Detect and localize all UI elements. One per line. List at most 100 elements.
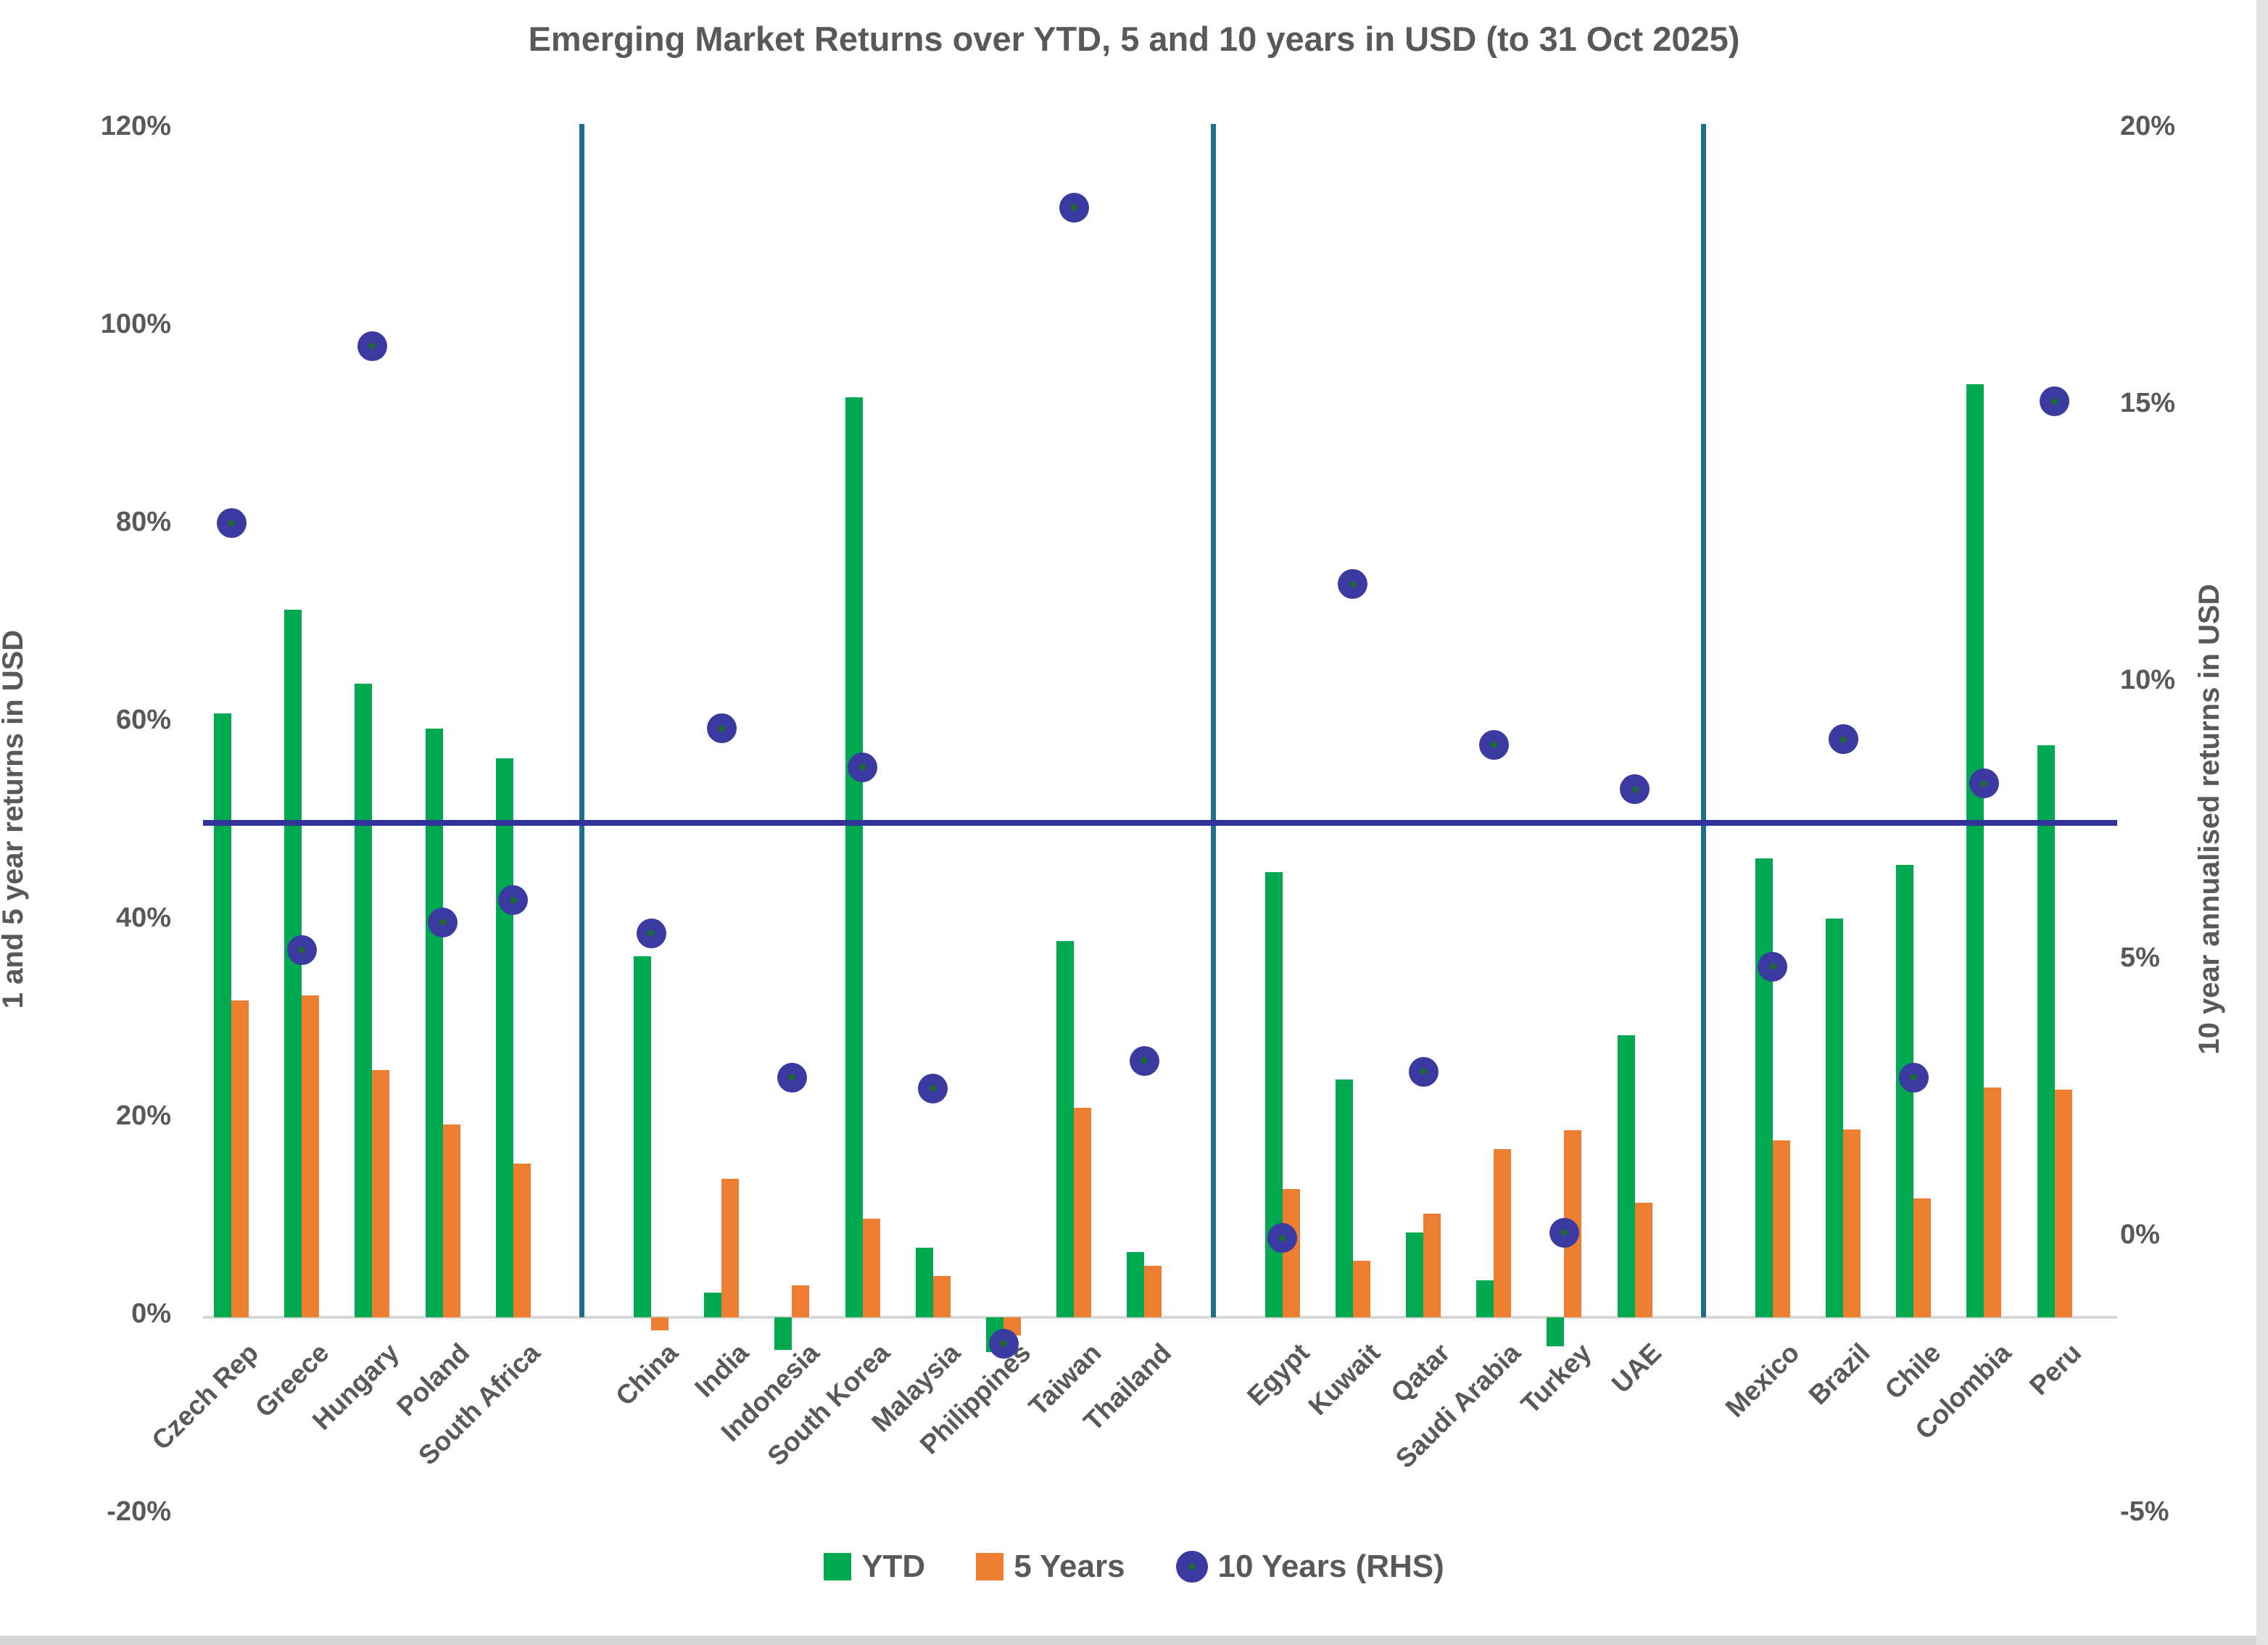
- bar-5-years-uae: [1634, 1202, 1652, 1317]
- bar-ytd-uae: [1617, 1035, 1635, 1317]
- dot-center-pip: [1769, 963, 1776, 970]
- bar-5-years-south-africa: [513, 1164, 531, 1317]
- dot-10-years-thailand: [1129, 1045, 1159, 1076]
- bar-ytd-qatar: [1406, 1232, 1423, 1317]
- dot-10-years-colombia: [1969, 768, 1999, 799]
- dot-10-years-turkey: [1549, 1217, 1579, 1248]
- x-axis-label-china: China: [610, 1338, 684, 1412]
- dot-center-pip: [859, 763, 866, 771]
- bar-5-years-mexico: [1772, 1140, 1790, 1317]
- dot-10-years-czech-rep: [216, 508, 247, 539]
- x-axis-label-czech-rep: Czech Rep: [146, 1338, 264, 1456]
- dot-center-pip: [298, 946, 305, 953]
- left-axis-tick-label: -20%: [107, 1496, 171, 1527]
- reference-line: [203, 819, 2117, 826]
- bar-ytd-colombia: [1966, 384, 1984, 1317]
- region-divider-line: [579, 124, 585, 1317]
- dot-10-years-brazil: [1828, 724, 1858, 755]
- bar-5-years-china: [651, 1317, 669, 1330]
- x-axis-label-saudi-arabia: Saudi Arabia: [1390, 1338, 1527, 1474]
- dot-center-pip: [1560, 1229, 1568, 1236]
- dot-center-pip: [1349, 581, 1357, 588]
- right-axis-title-text: 10 year annualised returns in USD: [2193, 584, 2225, 1055]
- bar-ytd-india: [704, 1292, 722, 1317]
- bar-ytd-peru: [2037, 745, 2055, 1317]
- legend-label-5-years: 5 Years: [1014, 1549, 1125, 1584]
- bar-5-years-indonesia: [792, 1285, 810, 1317]
- left-axis-tick-label: 120%: [100, 111, 171, 141]
- x-axis-label-chile: Chile: [1879, 1338, 1947, 1405]
- dot-center-pip: [718, 725, 725, 732]
- ytd-swatch-icon: [824, 1553, 852, 1580]
- x-axis-label-turkey: Turkey: [1515, 1338, 1597, 1420]
- ten-years-dot-icon: [1175, 1551, 1208, 1583]
- dot-center-pip: [368, 342, 376, 349]
- x-axis-label-kuwait: Kuwait: [1302, 1338, 1386, 1421]
- dot-center-pip: [510, 897, 517, 904]
- left-axis-tick-label: 80%: [115, 507, 171, 537]
- chart-title: Emerging Market Returns over YTD, 5 and …: [528, 20, 1740, 58]
- dot-center-pip: [1490, 741, 1497, 748]
- right-axis-tick-label: 20%: [2120, 111, 2176, 141]
- dot-center-pip: [228, 520, 235, 527]
- dot-10-years-poland: [428, 907, 458, 937]
- region-divider-line: [1701, 124, 1707, 1317]
- dot-10-years-saudi-arabia: [1478, 729, 1509, 760]
- dot-center-pip: [439, 919, 447, 926]
- left-axis-tick-label: 60%: [115, 705, 171, 735]
- right-axis-tick-label: -5%: [2120, 1496, 2169, 1527]
- dot-10-years-chile: [1898, 1062, 1929, 1093]
- bar-ytd-brazil: [1826, 918, 1843, 1317]
- dot-center-pip: [1141, 1057, 1148, 1064]
- dot-10-years-south-africa: [498, 885, 529, 916]
- window-edge-bottom: [0, 1636, 2268, 1645]
- dot-center-pip: [647, 929, 655, 937]
- dot-10-years-uae: [1620, 774, 1650, 805]
- window-edge-right: [2256, 0, 2268, 1645]
- bar-5-years-india: [721, 1178, 740, 1317]
- legend-item-10-years: 10 Years (RHS): [1175, 1549, 1444, 1585]
- dot-10-years-greece: [286, 935, 317, 965]
- dot-10-years-peru: [2040, 386, 2070, 417]
- left-axis-tick-label: 20%: [115, 1101, 171, 1131]
- bar-5-years-kuwait: [1352, 1261, 1370, 1317]
- bar-5-years-hungary: [372, 1069, 390, 1317]
- right-axis-tick-label: 10%: [2120, 665, 2176, 696]
- bar-ytd-taiwan: [1056, 941, 1075, 1317]
- dot-center-pip: [930, 1085, 937, 1092]
- dot-center-pip: [1910, 1074, 1917, 1081]
- bar-ytd-poland: [425, 728, 443, 1317]
- dot-10-years-philippines: [988, 1328, 1019, 1359]
- bar-ytd-indonesia: [774, 1317, 792, 1351]
- x-axis-label-brazil: Brazil: [1803, 1338, 1876, 1411]
- x-axis-label-uae: UAE: [1606, 1338, 1668, 1399]
- dot-10-years-kuwait: [1338, 569, 1368, 600]
- right-axis-tick-label: 15%: [2120, 388, 2176, 419]
- bar-5-years-saudi-arabia: [1494, 1148, 1512, 1317]
- dot-10-years-mexico: [1758, 951, 1788, 982]
- bar-ytd-malaysia: [915, 1248, 933, 1317]
- dot-10-years-india: [706, 713, 737, 744]
- dot-center-pip: [1000, 1340, 1007, 1347]
- bar-ytd-kuwait: [1335, 1080, 1353, 1317]
- x-axis-label-india: India: [689, 1338, 755, 1404]
- bar-ytd-turkey: [1547, 1317, 1565, 1346]
- dot-center-pip: [1839, 736, 1847, 743]
- dot-center-pip: [1980, 780, 1987, 787]
- bar-ytd-hungary: [355, 684, 373, 1317]
- x-axis-label-south-korea: South Korea: [761, 1338, 895, 1472]
- dot-10-years-malaysia: [918, 1073, 948, 1103]
- bar-5-years-egypt: [1282, 1188, 1300, 1317]
- bar-5-years-greece: [302, 995, 320, 1317]
- x-axis-label-peru: Peru: [2024, 1338, 2087, 1401]
- left-axis-tick-label: 0%: [131, 1298, 171, 1329]
- bar-ytd-south-africa: [495, 758, 513, 1317]
- bar-ytd-saudi-arabia: [1476, 1280, 1494, 1317]
- bar-5-years-qatar: [1423, 1213, 1441, 1317]
- left-axis-tick-label: 100%: [100, 309, 171, 339]
- dot-center-pip: [1420, 1068, 1427, 1075]
- bar-5-years-south-korea: [862, 1218, 880, 1317]
- dot-10-years-egypt: [1267, 1223, 1298, 1254]
- bar-ytd-mexico: [1755, 858, 1773, 1317]
